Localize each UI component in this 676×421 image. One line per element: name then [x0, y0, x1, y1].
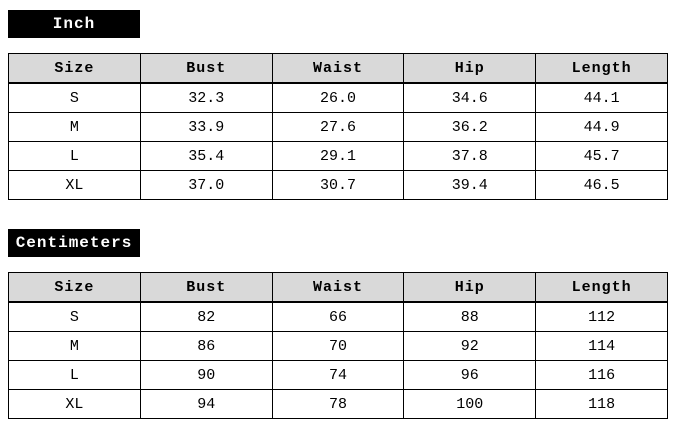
table-cell: 90 — [139, 360, 273, 390]
table-cell: 27.6 — [271, 112, 405, 142]
table-cell: 30.7 — [271, 170, 405, 200]
table-cell: 45.7 — [535, 141, 668, 171]
centimeters-label-banner: Centimeters — [8, 229, 140, 257]
table-cell: 34.6 — [403, 82, 537, 113]
table-cell: 37.0 — [139, 170, 273, 200]
centimeters-section: Centimeters Size Bust Waist Hip Length S 82 66… — [8, 229, 668, 419]
table-cell: 118 — [535, 389, 668, 419]
column-header: Length — [535, 272, 668, 303]
table-cell: 36.2 — [403, 112, 537, 142]
table-header: Size Bust Waist Hip Length — [8, 53, 668, 84]
table-cell: 74 — [271, 360, 405, 390]
table-cell: 82 — [139, 301, 273, 332]
table-cell: 35.4 — [139, 141, 273, 171]
table-cell: S — [8, 82, 141, 113]
table-body: S 32.3 26.0 34.6 44.1 M 33.9 27.6 36.2 44.9 L 35.4 2… — [8, 82, 668, 200]
table-cell: 37.8 — [403, 141, 537, 171]
table-cell: 66 — [271, 301, 405, 332]
table-cell: 92 — [403, 331, 537, 361]
table-cell: 112 — [535, 301, 668, 332]
inch-section: Inch Size Bust Waist Hip Length S 32.3 26.0 34.… — [8, 10, 668, 200]
table-cell: 86 — [139, 331, 273, 361]
table-row: L 90 74 96 116 — [8, 360, 668, 390]
column-header: Bust — [139, 53, 273, 84]
table-cell: S — [8, 301, 141, 332]
table-row: S 82 66 88 112 — [8, 301, 668, 332]
column-header: Hip — [403, 53, 537, 84]
table-cell: 26.0 — [271, 82, 405, 113]
table-row: XL 37.0 30.7 39.4 46.5 — [8, 170, 668, 200]
table-header: Size Bust Waist Hip Length — [8, 272, 668, 303]
table-cell: 32.3 — [139, 82, 273, 113]
inch-size-table: Size Bust Waist Hip Length S 32.3 26.0 34.6 44.1… — [8, 53, 668, 200]
table-row: L 35.4 29.1 37.8 45.7 — [8, 141, 668, 171]
inch-label-banner: Inch — [8, 10, 140, 38]
column-header: Size — [8, 53, 141, 84]
column-header: Length — [535, 53, 668, 84]
table-cell: XL — [8, 170, 141, 200]
table-row: S 32.3 26.0 34.6 44.1 — [8, 82, 668, 113]
table-cell: XL — [8, 389, 141, 419]
centimeters-size-table: Size Bust Waist Hip Length S 82 66 88 112 M 86 70 92… — [8, 272, 668, 419]
table-cell: L — [8, 360, 141, 390]
table-row: M 86 70 92 114 — [8, 331, 668, 361]
table-cell: 39.4 — [403, 170, 537, 200]
table-cell: 44.1 — [535, 82, 668, 113]
column-header: Waist — [271, 53, 405, 84]
table-cell: 116 — [535, 360, 668, 390]
table-row: M 33.9 27.6 36.2 44.9 — [8, 112, 668, 142]
column-header: Waist — [271, 272, 405, 303]
table-body: S 82 66 88 112 M 86 70 92 114 L 90 74 96 116 XL 94 78 100 1… — [8, 301, 668, 419]
table-cell: 70 — [271, 331, 405, 361]
table-cell: M — [8, 331, 141, 361]
header-row: Size Bust Waist Hip Length — [8, 272, 668, 303]
table-cell: 94 — [139, 389, 273, 419]
column-header: Hip — [403, 272, 537, 303]
table-cell: 100 — [403, 389, 537, 419]
header-row: Size Bust Waist Hip Length — [8, 53, 668, 84]
table-cell: M — [8, 112, 141, 142]
table-cell: 96 — [403, 360, 537, 390]
column-header: Bust — [139, 272, 273, 303]
table-cell: L — [8, 141, 141, 171]
table-cell: 114 — [535, 331, 668, 361]
table-row: XL 94 78 100 118 — [8, 389, 668, 419]
table-cell: 88 — [403, 301, 537, 332]
table-cell: 29.1 — [271, 141, 405, 171]
table-cell: 46.5 — [535, 170, 668, 200]
column-header: Size — [8, 272, 141, 303]
table-cell: 78 — [271, 389, 405, 419]
table-cell: 44.9 — [535, 112, 668, 142]
table-cell: 33.9 — [139, 112, 273, 142]
